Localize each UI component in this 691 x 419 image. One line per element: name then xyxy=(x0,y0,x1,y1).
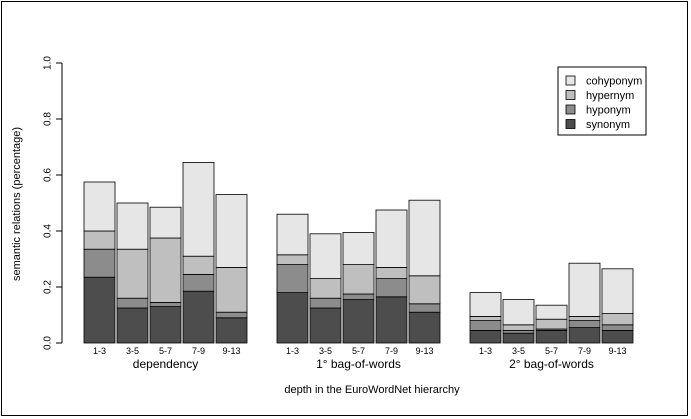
bar-segment-hypernym xyxy=(215,266,248,313)
bar-segment-cohyponym xyxy=(116,202,149,250)
category-label: 3-5 xyxy=(126,346,139,356)
bar-segment-hyponym xyxy=(83,248,116,278)
bar-segment-hypernym xyxy=(469,315,502,321)
legend-swatch-hyponym xyxy=(565,104,576,115)
category-label: 1-3 xyxy=(286,346,299,356)
bar-segment-hypernym xyxy=(116,248,149,299)
bar-segment-synonym xyxy=(182,290,215,344)
y-axis: 0.0 0.2 0.4 0.6 0.8 1.0 xyxy=(43,56,63,350)
bar-segment-synonym xyxy=(276,292,309,344)
bar-segment-cohyponym xyxy=(601,268,634,314)
bar-segment-synonym xyxy=(601,329,634,344)
bar-segment-hypernym xyxy=(149,237,182,303)
bar-segment-hypernym xyxy=(342,264,375,295)
bar-segment-hypernym xyxy=(502,324,535,331)
bar-segment-cohyponym xyxy=(375,209,408,268)
bar-segment-cohyponym xyxy=(309,233,342,280)
category-label: 1-3 xyxy=(479,346,492,356)
bar-segment-hyponym xyxy=(469,320,502,331)
legend-swatch-hypernym xyxy=(565,90,576,100)
bar-segment-hypernym xyxy=(601,313,634,326)
bar-segment-synonym xyxy=(568,327,601,344)
bar-segment-synonym xyxy=(375,296,408,344)
bars xyxy=(83,161,634,344)
bar-segment-hypernym xyxy=(83,230,116,250)
group-label: 2° bag-of-words xyxy=(509,357,594,371)
bar-segment-cohyponym xyxy=(535,304,568,320)
y-tick-label: 0.4 xyxy=(43,224,54,238)
bar-segment-hyponym xyxy=(502,329,535,334)
bar-segment-hyponym xyxy=(568,320,601,329)
y-tick-label: 0.2 xyxy=(43,280,54,294)
bar-segment-synonym xyxy=(502,332,535,344)
legend-label-hypernym: hypernym xyxy=(586,90,634,102)
group-label: dependency xyxy=(133,357,198,371)
legend-label-synonym: synonym xyxy=(586,119,630,131)
y-tick-label: 1.0 xyxy=(43,56,54,70)
bar-segment-synonym xyxy=(309,307,342,344)
category-labels: 1-3 3-5 5-7 7-9 9-13 1-3 3-5 5-7 7-9 9-13 1-3 3-5 5-… xyxy=(93,346,627,356)
category-label: 7-9 xyxy=(192,346,205,356)
bar-segment-cohyponym xyxy=(408,199,441,277)
bar-segment-hypernym xyxy=(408,275,441,305)
category-label: 1-3 xyxy=(93,346,106,356)
category-label: 5-7 xyxy=(545,346,558,356)
bar-segment-hyponym xyxy=(408,303,441,313)
bar-segment-cohyponym xyxy=(83,181,116,232)
bar-segment-synonym xyxy=(469,329,502,344)
bar-segment-hyponym xyxy=(182,273,215,292)
category-label: 9-13 xyxy=(608,346,626,356)
legend: cohyponym hypernym hyponym synonym xyxy=(557,66,647,136)
bar-segment-hyponym xyxy=(215,311,248,319)
bar-segment-cohyponym xyxy=(215,194,248,268)
category-label: 3-5 xyxy=(319,346,332,356)
bar-segment-synonym xyxy=(215,317,248,344)
legend-label-cohyponym: cohyponym xyxy=(586,76,642,88)
bar-segment-cohyponym xyxy=(502,299,535,326)
category-label: 5-7 xyxy=(159,346,172,356)
bar-segment-cohyponym xyxy=(182,161,215,257)
bar-segment-hypernym xyxy=(568,315,601,321)
bar-segment-synonym xyxy=(116,307,149,344)
bar-segment-hypernym xyxy=(375,266,408,279)
legend-swatch-cohyponym xyxy=(565,75,576,86)
y-tick-label: 0.8 xyxy=(43,112,54,126)
category-label: 9-13 xyxy=(222,346,240,356)
legend-swatch-synonym xyxy=(565,119,576,129)
x-axis-title: depth in the EuroWordNet hierarchy xyxy=(284,384,460,396)
bar-segment-synonym xyxy=(149,306,182,344)
bar-segment-hyponym xyxy=(375,278,408,298)
bar-segment-hyponym xyxy=(149,301,182,307)
bar-segment-cohyponym xyxy=(568,262,601,317)
bar-segment-hypernym xyxy=(535,318,568,330)
bar-segment-synonym xyxy=(83,276,116,344)
y-tick-label: 0.0 xyxy=(43,336,54,350)
bar-segment-hyponym xyxy=(601,324,634,331)
group-labels: dependency 1° bag-of-words 2° bag-of-words xyxy=(133,357,594,371)
bar-segment-hypernym xyxy=(182,255,215,275)
category-label: 7-9 xyxy=(578,346,591,356)
bar-segment-synonym xyxy=(535,329,568,344)
bar-segment-hyponym xyxy=(342,293,375,300)
bar-segment-hyponym xyxy=(116,297,149,309)
bar-segment-synonym xyxy=(342,299,375,344)
bar-segment-synonym xyxy=(408,311,441,344)
bar-segment-cohyponym xyxy=(342,231,375,265)
y-axis-title: semantic relations (percentage) xyxy=(11,127,23,281)
y-tick-label: 0.6 xyxy=(43,168,54,182)
bar-segment-cohyponym xyxy=(276,213,309,256)
legend-label-hyponym: hyponym xyxy=(586,105,631,117)
bar-segment-cohyponym xyxy=(469,292,502,317)
category-label: 5-7 xyxy=(352,346,365,356)
bar-segment-hypernym xyxy=(276,254,309,266)
bar-segment-hypernym xyxy=(309,278,342,299)
bar-segment-cohyponym xyxy=(149,206,182,239)
category-label: 7-9 xyxy=(385,346,398,356)
category-label: 9-13 xyxy=(415,346,433,356)
group-label: 1° bag-of-words xyxy=(316,357,401,371)
category-label: 3-5 xyxy=(512,346,525,356)
bar-segment-hyponym xyxy=(276,264,309,294)
bar-segment-hyponym xyxy=(309,297,342,309)
